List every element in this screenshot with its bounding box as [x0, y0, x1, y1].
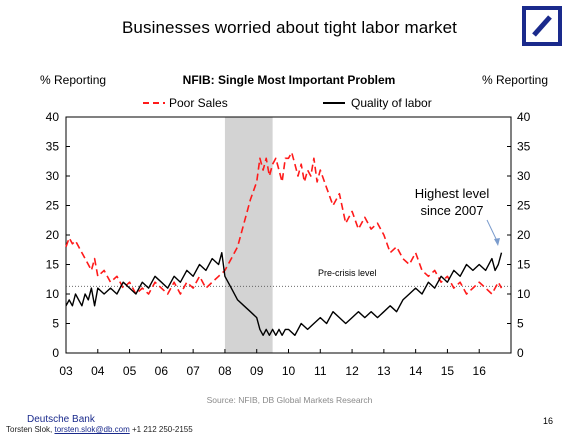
y-tick-label-left: 35	[46, 140, 60, 154]
legend-label-quality-of-labor: Quality of labor	[351, 96, 432, 110]
x-tick-label: 07	[186, 364, 200, 378]
x-tick-label: 15	[441, 364, 455, 378]
y-tick-label-left: 0	[52, 346, 59, 360]
right-axis-label: % Reporting	[482, 73, 548, 87]
y-tick-label-right: 15	[517, 258, 531, 272]
quality-of-labor-line	[65, 251, 503, 336]
page-title: Businesses worried about tight labor mar…	[121, 18, 458, 37]
x-tick-label: 12	[345, 364, 359, 378]
annotation-line-2: since 2007	[421, 203, 484, 218]
legend: Poor Sales Quality of labor	[143, 96, 432, 110]
left-axis-label: % Reporting	[40, 73, 106, 87]
annotation-arrowhead	[494, 238, 500, 246]
y-tick-label-right: 10	[517, 287, 531, 301]
x-tick-label: 09	[250, 364, 264, 378]
x-tick-label: 13	[377, 364, 391, 378]
footer-author: Torsten Slok,	[6, 425, 53, 434]
y-tick-label-left: 15	[46, 258, 60, 272]
x-tick-label: 06	[155, 364, 169, 378]
footer-phone: +1 212 250-2155	[131, 425, 193, 434]
footer-contact: Torsten Slok, torsten.slok@db.com +1 212…	[6, 425, 193, 434]
x-tick-label: 16	[473, 364, 487, 378]
y-tick-label-right: 20	[517, 228, 531, 242]
y-tick-label-right: 35	[517, 140, 531, 154]
x-tick-label: 08	[218, 364, 232, 378]
footer-brand: Deutsche Bank	[27, 414, 95, 425]
x-tick-label: 10	[282, 364, 296, 378]
y-tick-label-right: 40	[517, 110, 531, 124]
footer-email-link[interactable]: torsten.slok@db.com	[54, 425, 130, 434]
x-tick-label: 03	[59, 364, 73, 378]
y-tick-label-left: 5	[52, 317, 59, 331]
y-tick-label-right: 25	[517, 199, 531, 213]
source-note: Source: NFIB, DB Global Markets Research	[206, 395, 373, 405]
x-tick-label: 04	[91, 364, 105, 378]
y-tick-label-left: 20	[46, 228, 60, 242]
legend-label-poor-sales: Poor Sales	[169, 96, 228, 110]
y-tick-label-right: 5	[517, 317, 524, 331]
annotation-line-1: Highest level	[415, 186, 490, 201]
y-tick-label-left: 25	[46, 199, 60, 213]
y-tick-label-right: 30	[517, 169, 531, 183]
deutsche-bank-logo	[522, 6, 562, 46]
chart-title: NFIB: Single Most Important Problem	[183, 73, 396, 87]
x-tick-label: 14	[409, 364, 423, 378]
y-tick-label-left: 10	[46, 287, 60, 301]
reference-line-label: Pre-crisis level	[318, 268, 377, 278]
page-number: 16	[543, 416, 554, 426]
x-tick-label: 11	[314, 364, 327, 378]
x-tick-label: 05	[123, 364, 137, 378]
plot-frame	[65, 116, 512, 354]
recession-shading	[224, 117, 273, 353]
y-tick-label-right: 0	[517, 346, 524, 360]
y-tick-label-left: 30	[46, 169, 60, 183]
poor-sales-line	[65, 151, 503, 295]
y-tick-label-left: 40	[46, 110, 60, 124]
